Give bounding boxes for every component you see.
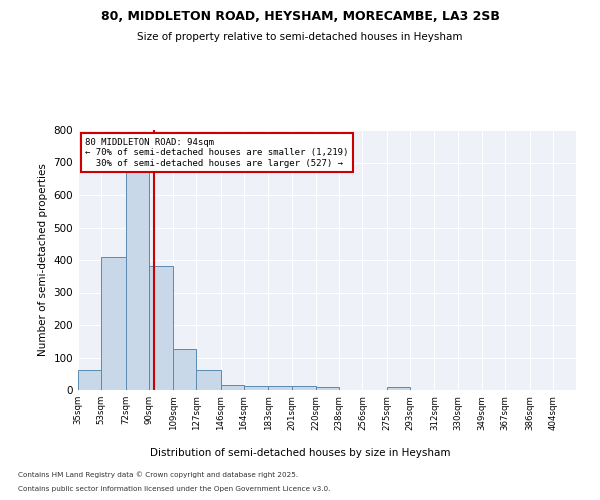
Y-axis label: Number of semi-detached properties: Number of semi-detached properties: [38, 164, 48, 356]
Text: 80 MIDDLETON ROAD: 94sqm
← 70% of semi-detached houses are smaller (1,219)
  30%: 80 MIDDLETON ROAD: 94sqm ← 70% of semi-d…: [85, 138, 349, 168]
Bar: [268, 386, 292, 390]
Text: Contains public sector information licensed under the Open Government Licence v3: Contains public sector information licen…: [18, 486, 331, 492]
Bar: [387, 388, 410, 390]
Bar: [316, 388, 339, 390]
Text: Distribution of semi-detached houses by size in Heysham: Distribution of semi-detached houses by …: [150, 448, 450, 458]
Bar: [101, 258, 125, 390]
Text: 80, MIDDLETON ROAD, HEYSHAM, MORECAMBE, LA3 2SB: 80, MIDDLETON ROAD, HEYSHAM, MORECAMBE, …: [101, 10, 499, 23]
Bar: [149, 266, 173, 390]
Text: Contains HM Land Registry data © Crown copyright and database right 2025.: Contains HM Land Registry data © Crown c…: [18, 471, 298, 478]
Bar: [78, 370, 101, 390]
Bar: [125, 165, 149, 390]
Bar: [196, 370, 221, 390]
Bar: [244, 386, 268, 390]
Bar: [292, 386, 316, 390]
Text: Size of property relative to semi-detached houses in Heysham: Size of property relative to semi-detach…: [137, 32, 463, 42]
Bar: [173, 350, 196, 390]
Bar: [221, 385, 244, 390]
